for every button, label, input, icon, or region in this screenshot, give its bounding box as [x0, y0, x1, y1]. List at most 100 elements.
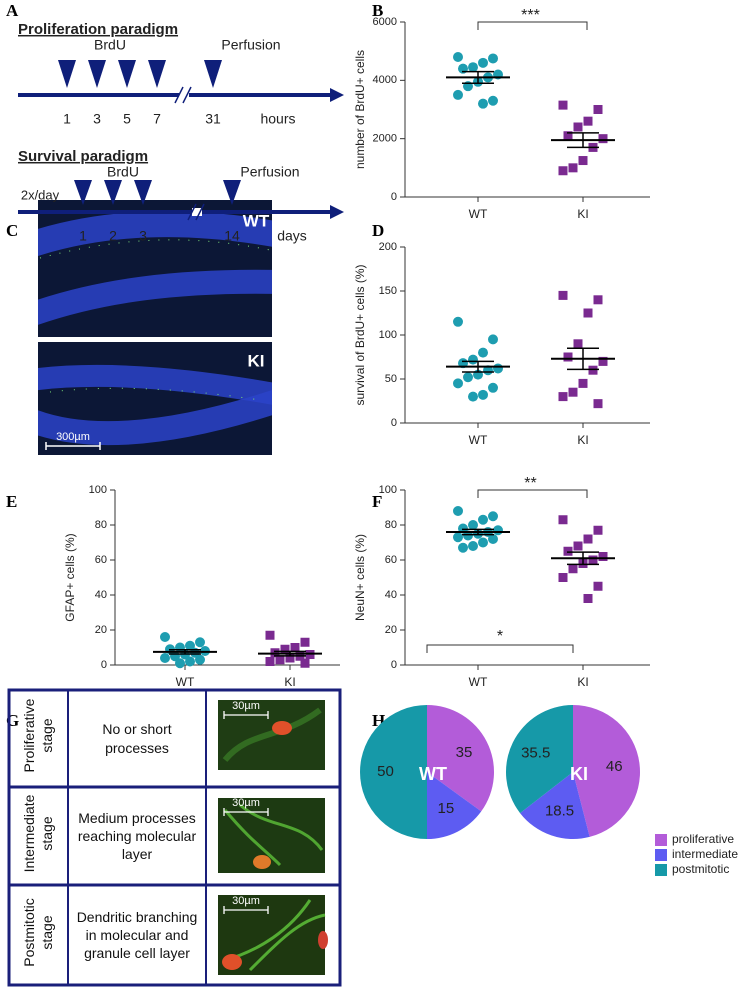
data-point	[453, 378, 463, 389]
data-point	[195, 654, 205, 665]
pie-slice	[427, 772, 482, 839]
y-tick-label: 0	[101, 659, 107, 671]
drug-label: BrdU	[107, 164, 139, 180]
data-point	[588, 365, 598, 375]
time-unit: days	[277, 228, 307, 244]
y-tick-label: 4000	[373, 74, 397, 86]
y-tick-label: 0	[391, 417, 397, 429]
timeline-break	[174, 86, 184, 104]
data-point	[453, 506, 463, 516]
y-tick-label: 0	[391, 191, 397, 203]
data-point	[290, 643, 300, 652]
data-point	[160, 632, 170, 642]
endpoint-time: 31	[205, 111, 221, 127]
y-axis-label: survival of BrdU+ cells (%)	[353, 264, 367, 405]
y-tick-label: 100	[379, 484, 397, 496]
panel-label: E	[6, 492, 17, 511]
data-point	[583, 308, 593, 318]
x-tick-label: KI	[577, 207, 588, 221]
panel-label: A	[6, 1, 19, 20]
x-tick-label: WT	[176, 675, 195, 689]
x-tick-label: WT	[469, 433, 488, 447]
y-tick-label: 60	[385, 554, 397, 566]
timeline-break	[192, 208, 202, 216]
y-axis-label: number of BrdU+ cells	[353, 50, 367, 169]
timepoint-label: 5	[123, 111, 131, 127]
data-point	[583, 116, 593, 126]
data-point	[578, 156, 588, 166]
slice-label: 35	[456, 744, 473, 761]
significance-bracket	[426, 644, 574, 653]
data-point	[175, 658, 185, 669]
micrograph	[38, 200, 272, 337]
stage-name: Proliferative stage	[21, 698, 55, 773]
data-point	[558, 166, 568, 176]
genotype-label: WT	[243, 211, 270, 230]
data-point	[458, 542, 468, 553]
stage-name: Postmitotic stage	[21, 898, 55, 967]
data-point	[488, 382, 498, 393]
timepoint-label: 2	[109, 228, 117, 244]
data-point	[488, 511, 498, 522]
data-point	[468, 391, 478, 402]
data-point	[453, 532, 463, 543]
data-point	[558, 515, 568, 525]
data-point	[478, 57, 488, 68]
injection-marker	[74, 180, 92, 205]
data-point	[453, 316, 463, 327]
injection-marker	[148, 60, 166, 88]
micrograph	[38, 342, 272, 455]
y-tick-label: 20	[385, 624, 397, 636]
injection-marker	[134, 180, 152, 205]
scale-bar-label: 30µm	[232, 700, 260, 712]
data-point	[593, 295, 603, 305]
y-tick-label: 150	[379, 285, 397, 297]
y-axis-label: GFAP+ cells (%)	[63, 533, 77, 621]
data-point	[588, 555, 598, 565]
timepoint-label: 3	[139, 228, 147, 244]
endpoint-label: Perfusion	[221, 37, 280, 53]
y-tick-label: 6000	[373, 16, 397, 28]
data-point	[265, 657, 275, 666]
data-point	[583, 594, 593, 603]
data-point	[598, 134, 608, 144]
timepoint-label: 1	[63, 111, 71, 127]
y-tick-label: 100	[379, 329, 397, 341]
x-tick-label: KI	[577, 433, 588, 447]
data-point	[488, 53, 498, 64]
data-point	[573, 122, 583, 132]
legend-swatch	[655, 834, 667, 846]
injection-marker	[58, 60, 76, 88]
data-point	[478, 347, 488, 358]
panel-label: D	[372, 221, 384, 240]
data-point	[468, 62, 478, 73]
data-point	[453, 89, 463, 100]
data-point	[280, 644, 290, 654]
scale-bar	[223, 711, 269, 914]
injection-marker	[204, 60, 222, 88]
pie-slice	[573, 705, 641, 837]
pie-slice	[506, 705, 573, 814]
injection-marker	[223, 180, 241, 205]
data-point	[563, 546, 573, 556]
data-point	[478, 514, 488, 525]
data-point	[593, 105, 603, 114]
timeline-arrowhead	[330, 88, 344, 102]
data-point	[493, 363, 503, 374]
data-point	[300, 658, 310, 668]
data-point	[285, 653, 295, 663]
data-point	[568, 564, 578, 574]
stage-description: Medium processes reaching molecular laye…	[77, 809, 197, 863]
slice-label: 18.5	[545, 802, 574, 819]
data-point	[463, 372, 473, 383]
timeline-arrowhead	[330, 205, 344, 219]
y-tick-label: 40	[95, 589, 107, 601]
timepoint-label: 1	[79, 228, 87, 244]
data-point	[488, 534, 498, 544]
data-point	[265, 630, 275, 640]
data-point	[488, 334, 498, 345]
y-tick-label: 80	[95, 519, 107, 531]
y-tick-label: 100	[89, 484, 107, 496]
pie-slice	[427, 705, 494, 812]
